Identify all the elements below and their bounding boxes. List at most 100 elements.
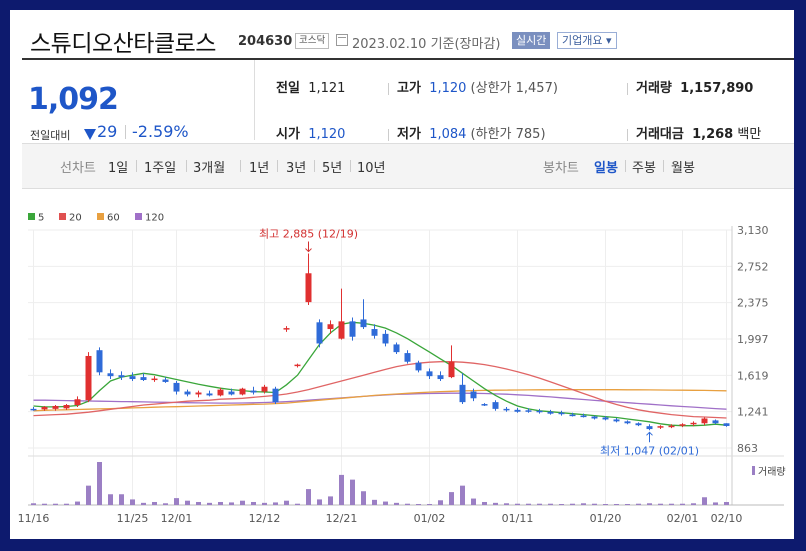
- volume-bar: [482, 501, 487, 505]
- candle-body: [624, 421, 631, 424]
- ma5-line: [33, 321, 727, 427]
- volume-bar: [658, 503, 663, 505]
- divider: [240, 160, 241, 172]
- volume-bar: [460, 485, 465, 505]
- legend-label: 20: [69, 213, 82, 224]
- tab-3m[interactable]: 3개월: [193, 161, 226, 176]
- volume-bar: [306, 489, 311, 505]
- candle-body: [239, 388, 246, 395]
- stat-sub-value: (상한가 1,457): [470, 81, 558, 96]
- stat-low: 저가 1,084 (하한가 785): [388, 123, 546, 142]
- volume-bar: [438, 500, 443, 505]
- volume-bar: [53, 503, 58, 505]
- divider: [22, 58, 794, 60]
- tab-daily[interactable]: 일봉: [594, 161, 618, 176]
- chart-tabs: 선차트 1일 1주일 3개월 1년 3년 5년 10년 봉차트 일봉 주봉 월봉: [22, 143, 794, 189]
- volume-bar: [416, 504, 421, 505]
- tab-1w[interactable]: 1주일: [144, 161, 177, 176]
- volume-bar: [163, 503, 168, 505]
- stat-value: 1,268: [692, 127, 734, 142]
- volume-bar: [515, 503, 520, 505]
- candle-body: [360, 319, 367, 328]
- candle-body: [195, 392, 202, 395]
- volume-bar: [284, 500, 289, 505]
- legend-swatch: [59, 213, 66, 220]
- line-chart-label: 선차트: [60, 161, 96, 176]
- candle-body: [151, 378, 158, 381]
- stat-unit: 백만: [737, 127, 762, 142]
- volume-bar: [141, 502, 146, 505]
- y-tick-label: 863: [737, 442, 758, 455]
- volume-bar: [383, 501, 388, 505]
- x-tick-label: 12/21: [326, 512, 358, 525]
- candle-body: [217, 389, 224, 396]
- stock-code: 204630: [238, 34, 293, 49]
- candle-body: [646, 426, 653, 430]
- tab-5y[interactable]: 5년: [322, 161, 343, 176]
- divider: [627, 82, 628, 95]
- candle-body: [74, 399, 81, 406]
- divider: [625, 160, 626, 172]
- volume-bar: [31, 503, 36, 505]
- volume-bar: [691, 503, 696, 505]
- candle-body: [52, 405, 59, 409]
- volume-bar: [570, 503, 575, 505]
- candle-body: [602, 417, 609, 420]
- volume-bar: [581, 503, 586, 505]
- candle-body: [723, 423, 730, 426]
- stock-quote-panel: 스튜디오산타클로스 204630 코스닥 2023.02.10 기준(장마감) …: [10, 10, 794, 539]
- tab-1y[interactable]: 1년: [249, 161, 270, 176]
- volume-bar: [42, 503, 47, 505]
- candle-body: [415, 362, 422, 371]
- change-value: 29: [97, 122, 118, 141]
- volume-bar: [119, 494, 124, 505]
- tab-3y[interactable]: 3년: [286, 161, 307, 176]
- current-price: 1,092: [28, 82, 119, 117]
- volume-bar: [372, 499, 377, 505]
- candle-body: [426, 371, 433, 377]
- candle-body: [85, 355, 92, 401]
- candle-body: [96, 350, 103, 373]
- realtime-button[interactable]: 실시간: [512, 32, 551, 49]
- divider: [350, 160, 351, 172]
- candle-body: [712, 420, 719, 424]
- volume-bar: [185, 500, 190, 505]
- candle-body: [118, 375, 125, 378]
- candle-body: [327, 324, 334, 330]
- volume-bar: [471, 498, 476, 505]
- volume-bar: [207, 502, 212, 505]
- calendar-icon: [336, 34, 348, 46]
- candle-body: [30, 408, 37, 411]
- volume-bar: [537, 503, 542, 505]
- divider: [663, 160, 664, 172]
- company-info-dropdown[interactable]: 기업개요 ▾: [557, 32, 617, 49]
- volume-bar: [273, 502, 278, 505]
- price-chart: 3,130 2,752 2,375 1,997 1,619 1,241 863 11/16 11…: [18, 213, 786, 526]
- candle-body: [492, 402, 499, 409]
- volume-bar: [75, 501, 80, 505]
- x-tick-label: 01/02: [414, 512, 446, 525]
- candle-body: [294, 364, 301, 367]
- candle-body: [305, 273, 312, 303]
- volume-bar: [724, 501, 729, 505]
- volume-bar: [130, 499, 135, 505]
- x-tick-label: 12/01: [161, 512, 193, 525]
- divider: [136, 160, 137, 172]
- tab-1d[interactable]: 1일: [108, 161, 129, 176]
- volume-bar: [592, 503, 597, 505]
- candle-body: [701, 418, 708, 424]
- candle-body: [503, 408, 510, 411]
- stat-label: 거래대금: [636, 127, 684, 142]
- volume-bar: [240, 500, 245, 505]
- candle-body: [569, 414, 576, 417]
- market-badge: 코스닥: [295, 33, 330, 49]
- volume-bar: [251, 501, 256, 505]
- tab-monthly[interactable]: 월봉: [671, 161, 695, 176]
- stat-sub-value: (하한가 785): [470, 127, 546, 142]
- tab-10y[interactable]: 10년: [357, 161, 386, 176]
- stat-value: 1,120: [308, 127, 346, 142]
- volume-bar: [614, 504, 619, 505]
- divider: [627, 128, 628, 141]
- tab-weekly[interactable]: 주봉: [632, 161, 656, 176]
- divider: [186, 160, 187, 172]
